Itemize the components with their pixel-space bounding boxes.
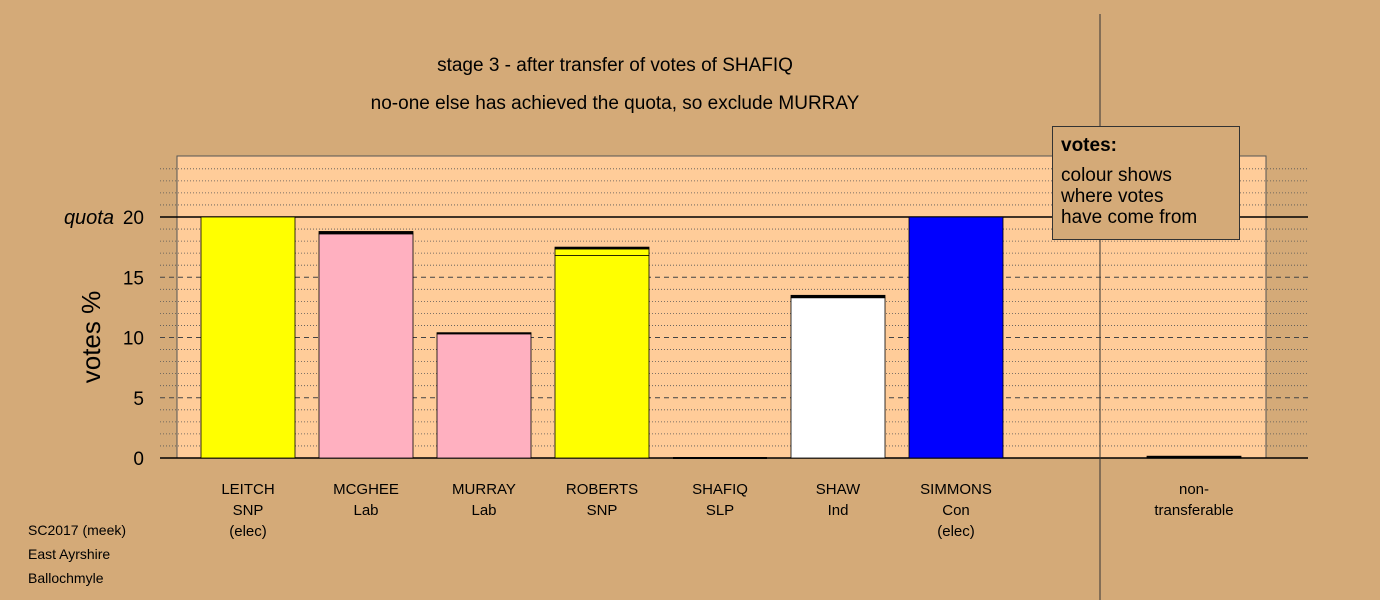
footer-ward: Ballochmyle [28,570,103,586]
footer-council: East Ayrshire [28,546,110,562]
x-tick-label: Lab [353,502,378,519]
nontransferable-label: transferable [1154,502,1233,519]
legend-line-2: where votes [1061,186,1239,207]
x-tick-label: SHAFIQ [692,481,748,498]
legend-line-3: have come from [1061,207,1239,228]
x-tick-label: ROBERTS [566,481,638,498]
legend-line-1: colour shows [1061,165,1239,186]
x-tick-label: (elec) [229,523,267,540]
y-axis-label: votes % [76,291,106,384]
bar-segment [555,249,649,256]
x-tick-label: SNP [587,502,618,519]
nontransferable-bar [1147,456,1241,458]
legend: votes: colour shows where votes have com… [1052,126,1240,240]
bar-segment [555,256,649,458]
y-tick-label: 15 [123,268,144,289]
y-tick-label: 0 [133,449,144,470]
legend-heading: votes: [1061,135,1239,157]
bar-segment [791,295,885,297]
x-tick-label: LEITCH [221,481,274,498]
y-tick-label: 20 [123,208,144,229]
quota-label: quota [64,207,114,229]
nontransferable-label: non- [1179,481,1209,498]
x-tick-label: SIMMONS [920,481,992,498]
x-tick-label: SLP [706,502,734,519]
x-tick-label: Ind [828,502,849,519]
y-tick-label: 5 [133,389,144,410]
bar-segment [319,234,413,458]
x-tick-label: SHAW [816,481,861,498]
x-tick-label: Con [942,502,970,519]
x-tick-label: MURRAY [452,481,516,498]
bar-segment [437,333,531,334]
footer-election: SC2017 (meek) [28,522,126,538]
x-tick-label: MCGHEE [333,481,399,498]
bar-segment [791,298,885,458]
x-tick-label: (elec) [937,523,975,540]
bar-segment [319,231,413,233]
bar-segment [909,217,1003,458]
x-tick-label: Lab [471,502,496,519]
bar-segment [201,217,295,458]
bar-segment [555,247,649,249]
x-tick-label: SNP [233,502,264,519]
bar-segment [437,334,531,458]
y-tick-label: 10 [123,329,144,350]
